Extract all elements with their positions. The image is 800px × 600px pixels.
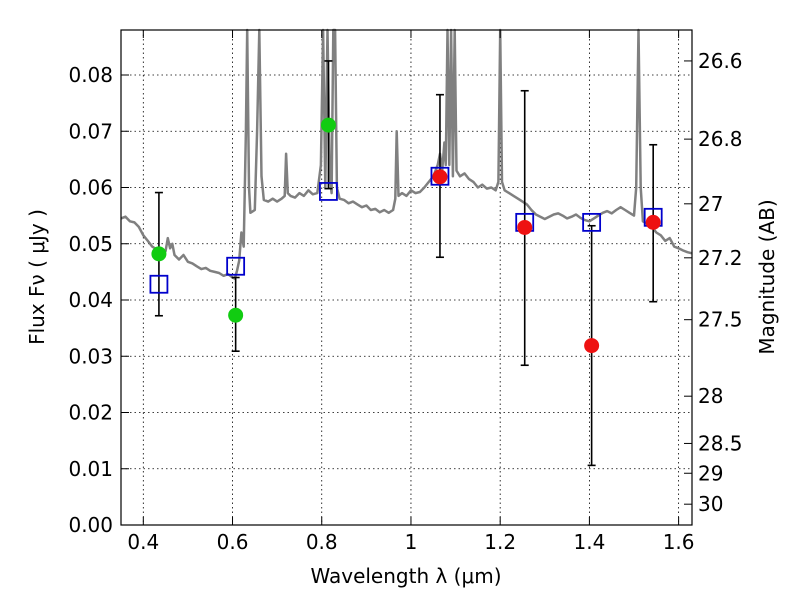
y2-axis-label: Magnitude (AB) bbox=[755, 199, 779, 354]
y2-tick-label: 28.5 bbox=[698, 431, 743, 455]
x-tick-label: 0.4 bbox=[127, 530, 159, 554]
y-tick-label: 0.01 bbox=[68, 457, 113, 481]
green-circle-marker bbox=[151, 246, 167, 262]
model-square-marker bbox=[149, 274, 169, 294]
x-tick-label: 1.6 bbox=[663, 530, 695, 554]
y-tick-label: 0.03 bbox=[68, 344, 113, 368]
red-circle-marker bbox=[432, 169, 448, 185]
spectrum-series bbox=[120, 28, 693, 280]
error-bars bbox=[154, 60, 658, 467]
model-square-marker bbox=[430, 166, 450, 186]
y-tick-label: 0.06 bbox=[68, 176, 113, 200]
x-tick-label: 1.2 bbox=[484, 530, 516, 554]
x-tick-label: 0.8 bbox=[306, 530, 338, 554]
y2-tick-label: 26.8 bbox=[698, 127, 743, 151]
x-tick-label: 1 bbox=[405, 530, 418, 554]
y-tick-label: 0.05 bbox=[68, 232, 113, 256]
y2-tick-label: 26.6 bbox=[698, 49, 743, 73]
y2-tick-label: 27.5 bbox=[698, 308, 743, 332]
y-tick-label: 0.02 bbox=[68, 401, 113, 425]
axis-tick-labels: 0.4 0.6 0.8 1 1.2 1.4 1.6 0.00 0.01 0.02 0.03 0.04 0… bbox=[68, 49, 742, 554]
model-square-marker bbox=[226, 256, 246, 276]
model-square-marker bbox=[582, 212, 602, 232]
y2-tick-label: 27 bbox=[698, 192, 723, 216]
red-circle-marker bbox=[645, 214, 661, 230]
grid-lines bbox=[121, 30, 692, 526]
y2-tick-label: 29 bbox=[698, 461, 723, 485]
y-tick-label: 0.07 bbox=[68, 119, 113, 143]
x-tick-label: 1.4 bbox=[573, 530, 605, 554]
y2-tick-label: 28 bbox=[698, 384, 723, 408]
green-circle-marker bbox=[320, 117, 336, 133]
red-circle-marker bbox=[517, 219, 533, 235]
plot-frame bbox=[120, 29, 693, 526]
red-circle-marker bbox=[584, 338, 600, 354]
axis-ticks bbox=[121, 30, 692, 526]
data-markers bbox=[149, 117, 663, 354]
y-tick-label: 0.00 bbox=[68, 513, 113, 537]
y2-tick-label: 30 bbox=[698, 492, 723, 516]
x-tick-label: 0.6 bbox=[217, 530, 249, 554]
x-axis-label: Wavelength λ (μm) bbox=[310, 564, 501, 588]
y-tick-label: 0.04 bbox=[68, 288, 113, 312]
green-circle-marker bbox=[228, 307, 244, 323]
model-square-marker bbox=[319, 182, 338, 201]
y2-tick-label: 27.2 bbox=[698, 246, 743, 270]
y-tick-label: 0.08 bbox=[68, 63, 113, 87]
y-axis-label: Flux Fν ( μJy ) bbox=[25, 209, 49, 345]
spectrum-line bbox=[120, 28, 693, 280]
